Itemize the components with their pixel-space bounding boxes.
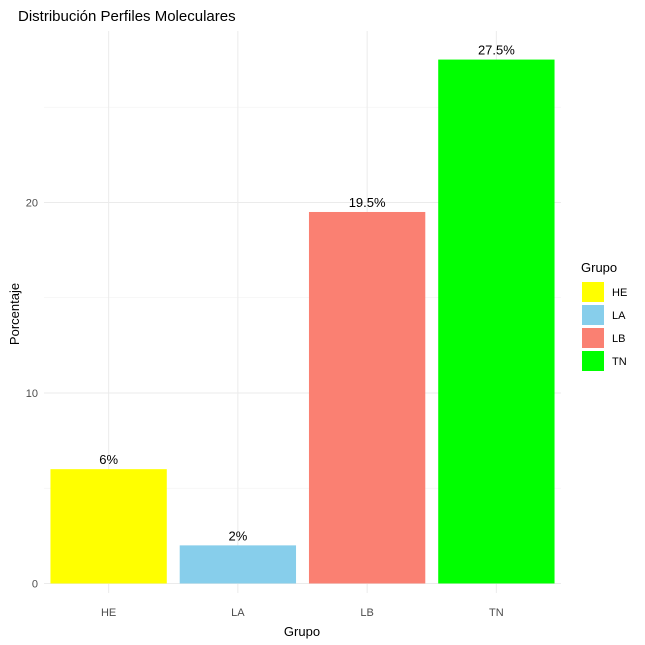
bar-la [179, 545, 297, 584]
legend-label-lb: LB [612, 333, 625, 345]
x-tick-label: HE [101, 607, 116, 619]
x-tick-label: LA [231, 607, 245, 619]
y-axis-ticks: 0 10 20 [26, 197, 38, 590]
x-tick-label: TN [489, 607, 504, 619]
x-axis-ticks: HE LA LB TN [101, 607, 504, 619]
data-label-tn: 27.5% [478, 43, 515, 58]
legend: Grupo HE LA LB TN [581, 260, 627, 371]
bar-lb [308, 211, 426, 584]
y-tick-label: 10 [26, 388, 38, 400]
data-label-la: 2% [228, 528, 247, 543]
legend-swatch-tn [582, 351, 604, 371]
legend-swatch-he [582, 282, 604, 302]
x-tick-label: LB [360, 607, 373, 619]
legend-label-la: LA [612, 310, 626, 322]
data-label-lb: 19.5% [349, 195, 386, 210]
y-tick-label: 20 [26, 197, 38, 209]
bar-tn [438, 59, 555, 584]
legend-swatch-lb [582, 328, 604, 348]
bars [50, 59, 555, 584]
legend-title: Grupo [581, 260, 617, 275]
y-tick-label: 0 [32, 578, 38, 590]
legend-swatch-la [582, 305, 604, 325]
y-axis-title: Porcentaje [7, 283, 22, 345]
legend-label-he: HE [612, 287, 627, 299]
data-label-he: 6% [99, 452, 118, 467]
legend-label-tn: TN [612, 356, 627, 368]
bar-he [50, 469, 167, 584]
data-labels: 6% 2% 19.5% 27.5% [99, 43, 515, 544]
x-axis-title: Grupo [284, 624, 320, 639]
chart-title: Distribución Perfiles Moleculares [18, 8, 236, 25]
legend-items: HE LA LB TN [582, 282, 627, 371]
